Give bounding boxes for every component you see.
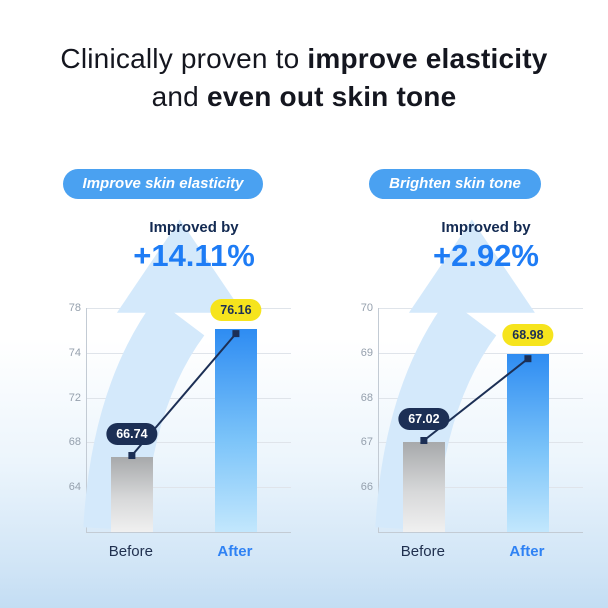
improvement-value: +14.11%	[133, 238, 255, 273]
x-axis-labels: Before After	[86, 543, 291, 565]
x-label-before: Before	[108, 543, 153, 560]
x-label-after: After	[509, 543, 545, 560]
bar-after	[506, 353, 549, 532]
chart-panel-skin-tone: Brighten skin tone Improved by +2.92% 70…	[318, 163, 592, 593]
title-regular-1: Clinically proven to	[60, 43, 308, 74]
value-label-before: 67.02	[398, 407, 450, 430]
improved-by-label: Improved by	[441, 219, 531, 236]
connector-line	[128, 330, 240, 460]
x-axis-labels: Before After	[378, 543, 583, 565]
title-regular-2: and	[151, 81, 207, 112]
chart-badge: Brighten skin tone	[369, 169, 541, 199]
gridline	[87, 487, 291, 489]
chart-badge-wrap: Brighten skin tone	[318, 169, 592, 199]
y-tick-label: 72	[68, 391, 81, 404]
bar-before	[402, 441, 445, 532]
y-tick-label: 70	[360, 302, 373, 314]
value-label-after: 68.98	[502, 323, 554, 346]
gridline	[87, 442, 291, 444]
plot-area: 78 74 72 68 64 66.74 76.16	[69, 298, 291, 533]
x-label-before: Before	[400, 543, 445, 560]
gridline	[379, 487, 583, 489]
y-tick-label: 67	[360, 436, 373, 449]
value-label-before: 66.74	[106, 422, 158, 445]
y-tick-label: 68	[360, 391, 373, 404]
improved-by-label: Improved by	[149, 219, 239, 236]
improvement-block: Improved by +2.92%	[382, 219, 590, 274]
gridline	[379, 442, 583, 444]
title-bold-2: even out skin tone	[206, 81, 457, 112]
title-bold-1: improve elasticity	[307, 43, 548, 74]
y-tick-label: 66	[360, 481, 373, 494]
plot-area: 70 69 68 67 66 67.02 68.98	[361, 302, 583, 533]
chart-panel-elasticity: Improve skin elasticity Improved by +14.…	[26, 163, 300, 593]
page-title: Clinically proven to improve elasticity …	[0, 40, 608, 116]
improvement-value: +2.92%	[432, 238, 539, 273]
y-tick-label: 64	[68, 481, 81, 494]
gridline	[87, 397, 291, 399]
y-tick-label: 78	[68, 302, 81, 314]
value-label-after: 76.16	[210, 298, 262, 321]
chart-badge-wrap: Improve skin elasticity	[26, 169, 300, 199]
y-tick-label: 69	[360, 346, 373, 359]
chart-badge: Improve skin elasticity	[62, 169, 264, 199]
y-tick-label: 74	[68, 346, 81, 359]
x-label-after: After	[217, 543, 253, 560]
gridline	[379, 397, 583, 399]
bar-before	[110, 456, 153, 532]
improvement-block: Improved by +14.11%	[90, 219, 298, 274]
bar-after	[214, 328, 257, 532]
y-tick-label: 68	[68, 436, 81, 449]
